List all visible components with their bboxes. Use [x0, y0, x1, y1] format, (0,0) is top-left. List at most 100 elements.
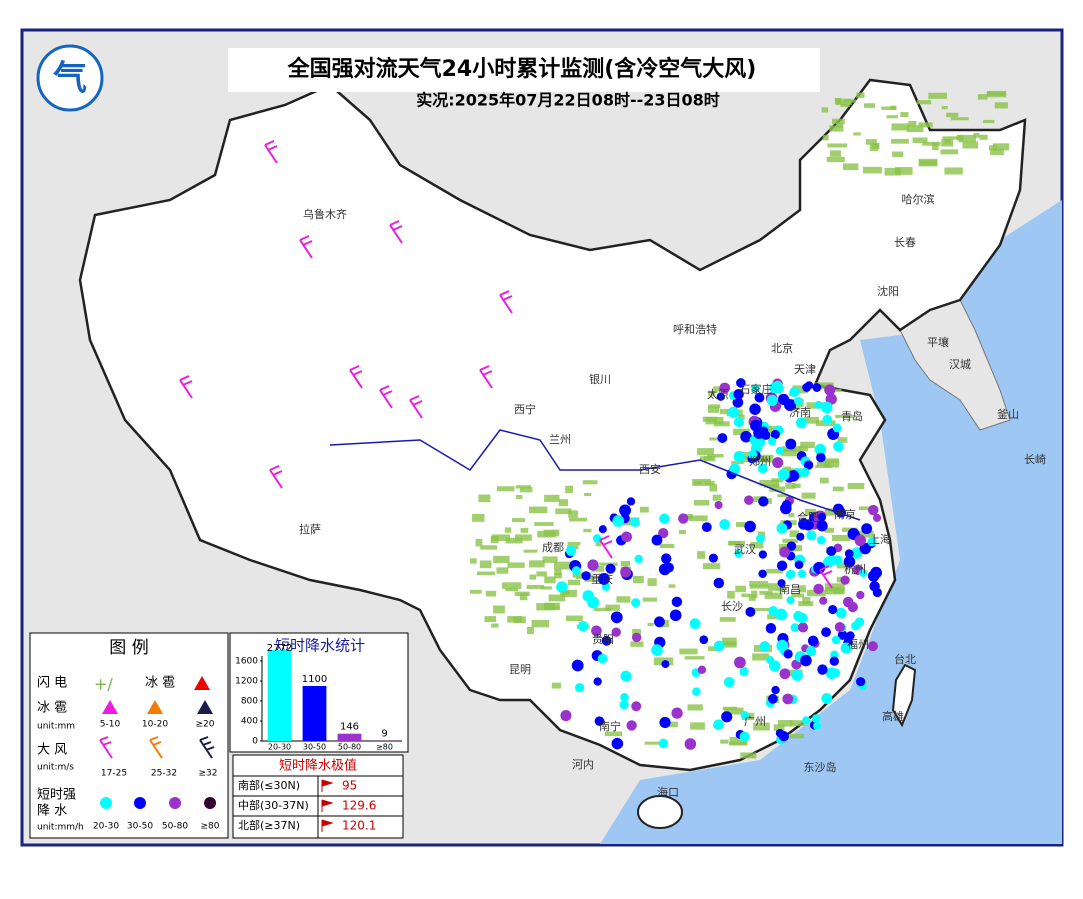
lightning-patch [995, 102, 1008, 108]
lightning-patch [505, 527, 511, 532]
lightning-patch [688, 704, 703, 710]
rain-dot [806, 646, 816, 656]
legend-label: 冰 雹 [145, 676, 175, 691]
lightning-patch [946, 113, 958, 118]
lightning-patch [583, 480, 598, 484]
rain-dot [800, 655, 812, 667]
lightning-patch [959, 135, 976, 142]
table-cell: 南部(≤30N) [238, 778, 300, 792]
rain-dot [758, 496, 768, 506]
rain-dot [826, 546, 836, 556]
rain-dot [789, 387, 799, 397]
lightning-patch [990, 149, 1004, 155]
rain-dot [659, 563, 671, 575]
lightning-patch [477, 572, 495, 576]
rain-dot [779, 547, 790, 558]
rain-dot [855, 617, 864, 626]
rain-dot [630, 517, 640, 527]
legend-unit: unit:mm/h [37, 823, 84, 833]
lightning-patch [887, 115, 898, 118]
lightning-patch [856, 93, 864, 99]
y-tick-label: 0 [252, 737, 258, 747]
city-label: 郑州 [749, 454, 771, 468]
lightning-patch [496, 567, 508, 573]
lightning-patch [584, 493, 591, 496]
legend-symbol [100, 797, 112, 809]
legend-label: 闪 电 [37, 676, 67, 691]
lightning-patch [940, 149, 958, 154]
lightning-patch [559, 499, 568, 506]
rain-dot [698, 666, 706, 674]
city-label: 平壤 [927, 335, 949, 349]
rain-dot [661, 660, 669, 668]
legend-unit: unit:m/s [37, 763, 74, 773]
y-tick-label: 800 [241, 697, 258, 707]
lightning-patch [820, 478, 829, 484]
legend-class: ≥20 [196, 720, 215, 730]
city-label: 哈尔滨 [902, 192, 935, 206]
lightning-patch [848, 483, 865, 489]
rain-dot [620, 671, 631, 682]
lightning-patch [524, 550, 538, 553]
city-label: 台北 [894, 652, 916, 666]
lightning-patch [692, 479, 711, 486]
lightning-patch [864, 103, 875, 108]
lightning-patch [527, 585, 545, 589]
rain-dot [819, 597, 827, 605]
rain-dot [572, 566, 581, 575]
rain-dot [578, 621, 589, 632]
rain-dot [713, 719, 724, 730]
rain-dot [822, 415, 832, 425]
city-label: 银川 [589, 372, 611, 386]
lightning-patch [832, 535, 850, 541]
rain-dot [777, 561, 787, 571]
rain-dot [620, 693, 629, 702]
lightning-patch [825, 583, 845, 591]
rain-dot [782, 500, 792, 510]
lightning-patch [643, 598, 657, 602]
rain-dot [611, 611, 623, 623]
city-label: 长崎 [1024, 452, 1046, 466]
rain-dot [791, 669, 802, 680]
lightning-patch [569, 518, 587, 522]
rain-dot [758, 570, 766, 578]
rain-dot [651, 644, 663, 656]
rain-dot [836, 608, 847, 619]
lightning-patch [502, 582, 521, 589]
rain-dot [582, 590, 593, 601]
bar [303, 686, 327, 741]
rain-dot [702, 522, 712, 532]
legend-title: 图 例 [109, 638, 148, 658]
lightning-patch [669, 584, 676, 587]
rain-dot [817, 664, 827, 674]
lightning-patch [983, 120, 994, 123]
city-label: 海口 [657, 785, 679, 799]
rain-dot [798, 570, 806, 578]
lightning-patch [749, 581, 768, 587]
rain-dot [714, 641, 725, 652]
rain-dot [721, 711, 732, 722]
rain-dot [786, 596, 794, 604]
rain-dot [766, 656, 774, 664]
rain-dot [612, 515, 624, 527]
lightning-patch [841, 104, 850, 107]
table-cell: 129.6 [342, 799, 376, 813]
rain-dot [832, 636, 841, 645]
city-label: 合肥 [797, 510, 819, 524]
rain-dot [774, 384, 784, 394]
rain-dot [759, 550, 767, 558]
x-tick-label: 30-50 [303, 743, 326, 752]
lightning-patch [552, 683, 561, 689]
rain-dot [856, 677, 865, 686]
rain-dot [776, 523, 787, 534]
lightning-patch [827, 143, 847, 147]
city-label: 济南 [789, 405, 811, 419]
rain-dot [828, 605, 837, 614]
rain-dot [632, 633, 641, 642]
rain-dot [659, 717, 670, 728]
city-label: 釜山 [997, 407, 1019, 421]
rain-dot [739, 732, 749, 742]
lightning-patch [768, 583, 778, 591]
lightning-patch [697, 551, 705, 559]
